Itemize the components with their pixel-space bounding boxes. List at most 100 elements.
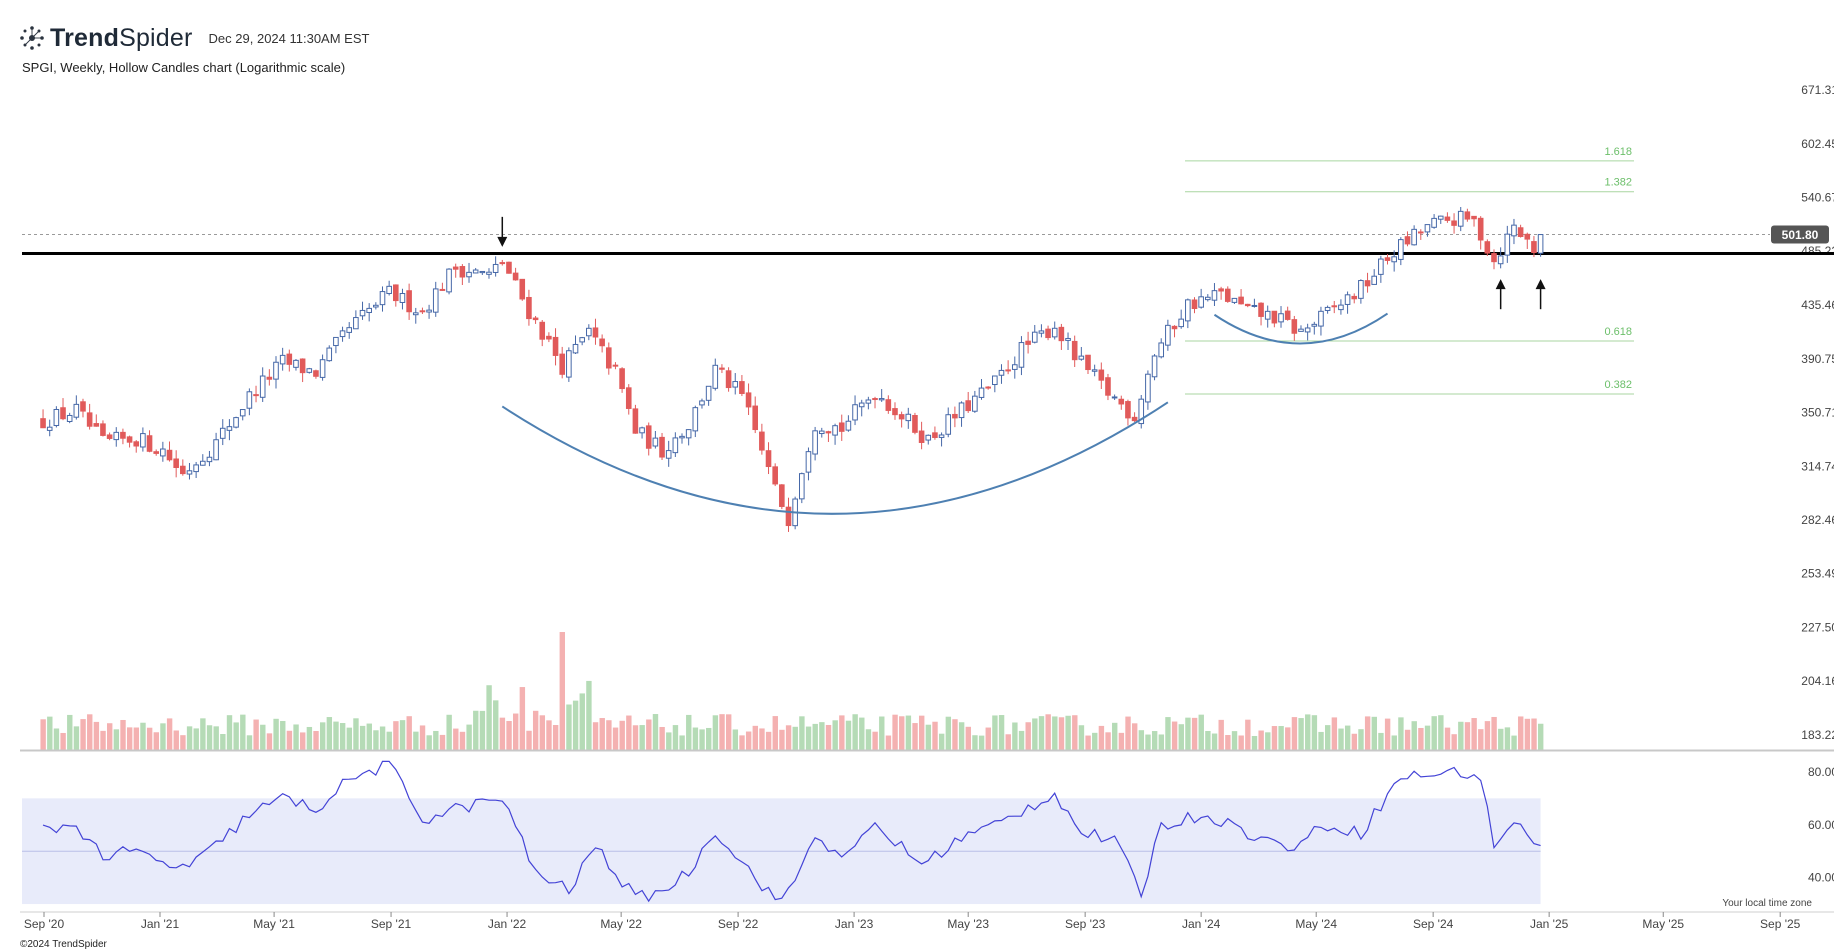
volume-bar (592, 722, 599, 750)
volume-bar (1511, 735, 1517, 750)
candle-body (1045, 328, 1051, 339)
candle-body (226, 426, 233, 431)
candle-body (759, 431, 765, 451)
candle-body (160, 448, 166, 457)
volume-bar (519, 687, 526, 750)
candle-body (86, 412, 93, 427)
candle-body (845, 420, 852, 431)
candle-body (406, 290, 412, 313)
volume-bar (1271, 726, 1278, 750)
x-axis-label: Jan '25 (1530, 917, 1569, 931)
candle-body (1437, 215, 1444, 220)
volume-bar (373, 730, 379, 750)
candle-body (852, 404, 858, 421)
price-axis-label: 227.50 (1801, 620, 1834, 634)
volume-bar (912, 723, 918, 750)
volume-pane (40, 632, 1544, 750)
volume-bar (879, 716, 885, 750)
volume-bar (359, 725, 366, 750)
volume-bar (1085, 735, 1091, 750)
volume-bar (852, 714, 858, 750)
candle-body (73, 403, 80, 418)
volume-bar (785, 725, 792, 750)
volume-bar (1384, 718, 1391, 750)
candle-body (1231, 297, 1238, 303)
chart-timestamp: Dec 29, 2024 11:30AM EST (208, 30, 370, 46)
volume-bar (1291, 717, 1298, 750)
candle-body (1085, 354, 1091, 371)
candle-body (632, 408, 639, 434)
volume-bar (1491, 716, 1497, 750)
candle-body (719, 367, 725, 370)
volume-bar (286, 730, 293, 750)
volume-bar (1118, 732, 1125, 750)
candle-body (1364, 280, 1371, 287)
volume-bar (499, 717, 506, 750)
volume-bar (433, 730, 439, 750)
price-axis-label: 540.67 (1801, 190, 1834, 204)
candle-body (1205, 296, 1211, 301)
volume-bar (1078, 725, 1085, 750)
volume-bar (1165, 717, 1171, 750)
candle-body (466, 271, 472, 278)
volume-bar (1438, 715, 1444, 750)
volume-bar (666, 732, 672, 750)
candle-body (858, 402, 865, 408)
volume-bar (1478, 729, 1484, 750)
candle-body (1484, 241, 1491, 254)
volume-bar (579, 693, 585, 750)
candle-body (419, 310, 426, 313)
svg-text:501.80: 501.80 (1782, 228, 1819, 242)
volume-bar (1344, 725, 1351, 750)
candle-body (66, 414, 73, 422)
candle-body (1424, 224, 1431, 233)
candle-body (1384, 257, 1391, 261)
candle-body (605, 347, 612, 369)
candle-body (472, 269, 479, 274)
candle-body (739, 381, 745, 394)
candle-body (579, 337, 585, 343)
rsi-axis-label: 60.00 (1808, 818, 1834, 832)
cup-arc (501, 401, 1169, 515)
volume-bar (220, 733, 226, 750)
candle-body (526, 296, 532, 320)
candle-body (326, 347, 333, 362)
volume-bar (180, 735, 186, 750)
volume-bar (639, 725, 645, 750)
candle-body (938, 434, 945, 438)
volume-bar (1005, 734, 1011, 750)
volume-bar (1231, 731, 1238, 750)
volume-bar (1338, 728, 1344, 750)
brand-logo-text: TrendSpider (50, 23, 193, 52)
volume-bar (859, 717, 865, 750)
candle-body (1517, 227, 1524, 237)
volume-bar (892, 714, 898, 750)
volume-bar (300, 732, 306, 750)
volume-bar (552, 725, 559, 750)
candle-body (1078, 355, 1085, 360)
candle-body (113, 431, 120, 441)
volume-bar (1258, 730, 1264, 750)
candle-body (273, 361, 279, 380)
price-axis-label: 204.16 (1801, 674, 1834, 688)
candle-body (279, 354, 286, 365)
volume-bar (899, 716, 905, 750)
volume-bar (1125, 716, 1131, 750)
volume-bar (539, 715, 546, 750)
volume-bar (1112, 722, 1118, 750)
volume-bar (273, 718, 279, 750)
candle-body (1524, 233, 1531, 240)
candle-body (679, 435, 685, 439)
volume-bar (160, 723, 166, 750)
volume-bar (1178, 724, 1184, 750)
candle-body (46, 426, 53, 431)
volume-bar (200, 718, 206, 750)
candle-body (1358, 280, 1364, 299)
volume-bar (346, 727, 353, 750)
candle-body (712, 364, 719, 389)
candle-body (393, 284, 399, 302)
candle-body (233, 417, 239, 428)
candle-body (838, 422, 845, 432)
volume-bar (126, 727, 133, 750)
